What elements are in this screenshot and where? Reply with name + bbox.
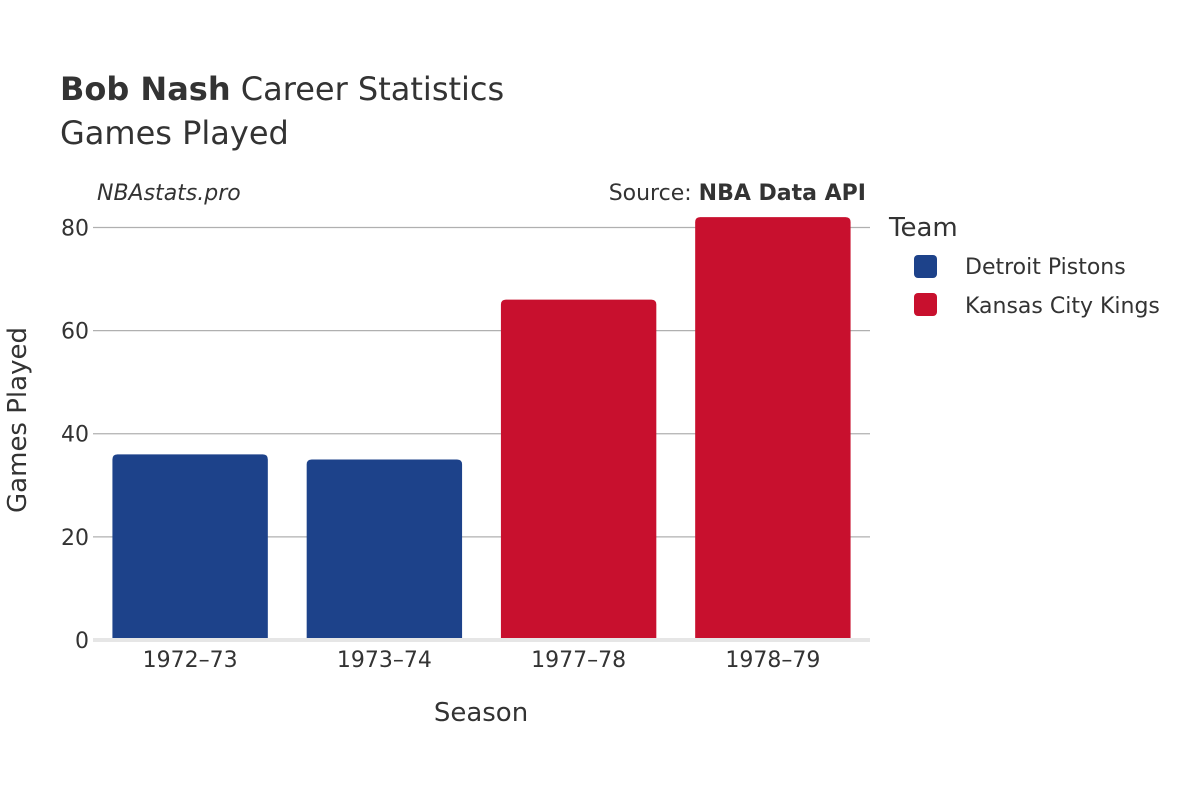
y-tick-label: 60 [61, 320, 89, 345]
title-player: Bob Nash [60, 70, 231, 108]
x-tick-label: 1978–79 [725, 648, 820, 673]
source-name: NBA Data API [699, 181, 866, 206]
x-tick-label: 1977–78 [531, 648, 626, 673]
x-tick-labels: 1972–73 1973–74 1977–78 1978–79 [143, 648, 821, 673]
bar-1973–74[interactable] [306, 459, 463, 640]
bars [112, 217, 851, 640]
y-tick-labels: 0 20 40 60 80 [61, 216, 89, 654]
title-rest: Career Statistics [231, 70, 505, 108]
x-tick-label: 1973–74 [337, 648, 432, 673]
chart-subtitle: Games Played [60, 114, 289, 152]
x-tick-label: 1972–73 [143, 648, 238, 673]
y-tick-label: 40 [61, 423, 89, 448]
y-tick-label: 20 [61, 526, 89, 551]
legend-label-kansas-city-kings[interactable]: Kansas City Kings [965, 294, 1160, 319]
legend-swatch-detroit-pistons[interactable] [914, 255, 937, 278]
source-credit: Source: NBA Data API [609, 181, 866, 206]
bar-1972–73[interactable] [112, 454, 268, 640]
x-axis-title: Season [434, 698, 528, 728]
y-tick-label: 80 [61, 216, 89, 241]
legend: Team Detroit Pistons Kansas City Kings [888, 213, 1160, 319]
legend-swatch-kansas-city-kings[interactable] [914, 293, 937, 316]
chart-title: Bob Nash Career Statistics [60, 70, 504, 108]
source-prefix: Source: [609, 181, 699, 206]
y-axis-title: Games Played [3, 327, 33, 513]
site-credit: NBAstats.pro [97, 181, 241, 206]
bar-1977–78[interactable] [500, 299, 657, 640]
legend-title: Team [888, 213, 958, 243]
legend-label-detroit-pistons[interactable]: Detroit Pistons [965, 255, 1126, 280]
bar-1978–79[interactable] [695, 217, 851, 640]
y-tick-label: 0 [75, 629, 89, 654]
